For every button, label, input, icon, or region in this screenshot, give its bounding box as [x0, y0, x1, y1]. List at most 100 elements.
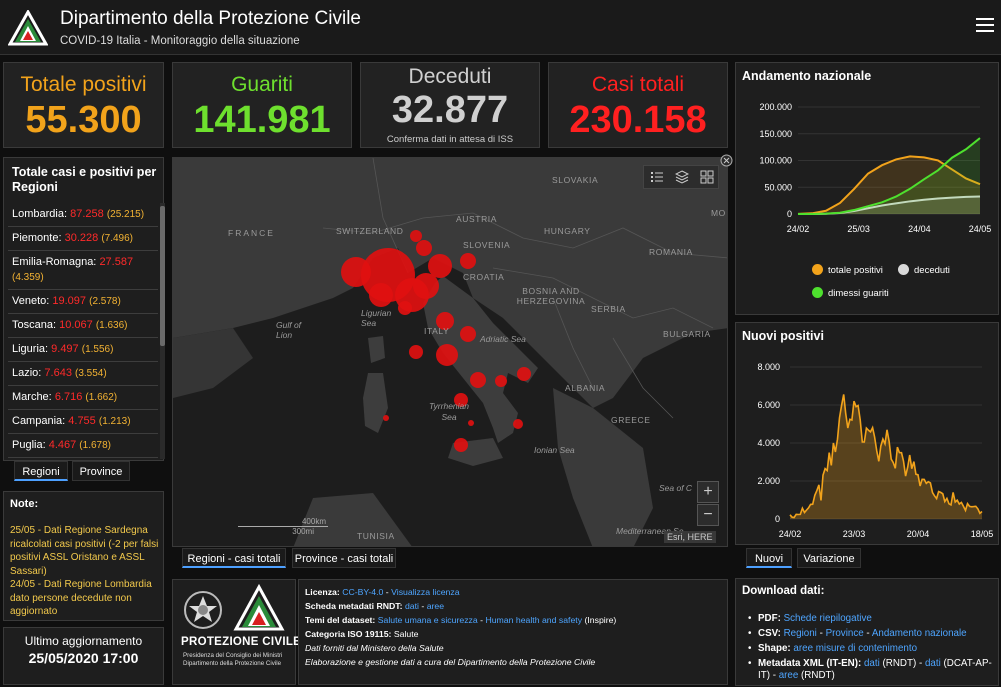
iso-line: Categoria ISO 19115: Salute	[305, 629, 419, 639]
case-bubble[interactable]	[454, 393, 468, 407]
csv-regioni-link[interactable]: Regioni	[783, 628, 817, 639]
andamento-nazionale-title: Andamento nazionale	[742, 69, 872, 83]
meta-suffix-3: (RNDT)	[801, 670, 835, 681]
temi-suffix: (Inspire)	[584, 615, 617, 625]
case-bubble[interactable]	[513, 419, 523, 429]
region-row[interactable]: Veneto: 19.097 (2.578)	[8, 290, 158, 314]
region-list-scroll-thumb[interactable]	[160, 206, 165, 346]
region-positivi: (1.213)	[98, 416, 131, 427]
meta-aree-link[interactable]: aree	[778, 670, 799, 681]
series-line[interactable]	[797, 137, 981, 215]
case-bubble[interactable]	[470, 372, 486, 388]
region-row[interactable]: Campania: 4.755 (1.213)	[8, 410, 158, 434]
tab-province-casi-totali[interactable]: Province - casi totali	[292, 548, 396, 568]
region-total: 87.258	[70, 208, 104, 220]
case-bubble[interactable]	[460, 253, 476, 269]
legend-deceduti[interactable]: deceduti	[898, 264, 950, 276]
region-total: 7.643	[44, 367, 72, 379]
csv-andamento-link[interactable]: Andamento nazionale	[871, 628, 967, 639]
case-bubble[interactable]	[341, 257, 371, 287]
last-update-panel: Ultimo aggiornamento 25/05/2020 17:00	[3, 627, 164, 685]
case-bubble[interactable]	[410, 230, 422, 242]
layers-icon[interactable]	[675, 170, 689, 184]
case-bubble[interactable]	[468, 420, 474, 426]
legend-list-icon[interactable]	[650, 170, 664, 184]
zoom-in-button[interactable]: +	[697, 481, 719, 503]
case-bubble[interactable]	[369, 283, 393, 307]
case-bubble[interactable]	[413, 273, 439, 299]
legend-totale-positivi[interactable]: totale positivi	[812, 264, 883, 276]
map-scalebar: 400km 300mi	[238, 517, 328, 536]
case-bubble[interactable]	[383, 415, 389, 421]
visualizza-licenza-link[interactable]: Visualizza licenza	[391, 587, 460, 597]
basemap-gallery-icon[interactable]	[700, 170, 714, 184]
case-bubble[interactable]	[454, 438, 468, 452]
scheda-dati-link[interactable]: dati	[404, 601, 419, 611]
tab-province[interactable]: Province	[72, 461, 130, 481]
region-row[interactable]: Lombardia: 87.258 (25.215)	[8, 203, 158, 227]
case-bubble[interactable]	[416, 240, 432, 256]
case-bubble[interactable]	[398, 301, 412, 315]
licenza-line: Licenza: CC-BY-4.0 - Visualizza licenza	[305, 587, 460, 597]
case-bubble[interactable]	[460, 326, 476, 342]
temi-link-it[interactable]: Salute umana e sicurezza	[377, 615, 478, 625]
nuovi-positivi-chart[interactable]: 0 2.000 4.000 6.000 8.000 24/02 23/03 20/04 18/0…	[736, 323, 1000, 546]
tab-regioni-casi-totali[interactable]: Regioni - casi totali	[182, 548, 286, 568]
andamento-nazionale-chart[interactable]: 0 50.000 100.000 150.000 200.000 24/02 25/03 24…	[736, 63, 1000, 316]
case-bubble[interactable]	[436, 312, 454, 330]
scheda-label: Scheda metadati RNDT:	[305, 601, 403, 611]
tab-regioni[interactable]: Regioni	[14, 461, 68, 481]
map-view[interactable]: FRANCE SWITZERLAND AUSTRIA SLOVAKIA HUNG…	[172, 157, 728, 547]
region-row[interactable]: Piemonte: 30.228 (7.496)	[8, 227, 158, 251]
case-bubble[interactable]	[517, 367, 531, 381]
region-row[interactable]: Puglia: 4.467 (1.678)	[8, 434, 158, 458]
meta-dati-dcat-link[interactable]: dati	[924, 658, 941, 669]
andamento-nazionale-panel: Andamento nazionale 0 50.000 100.000 150.00…	[735, 62, 999, 315]
protezione-civile-emblem-icon	[233, 584, 285, 631]
legend-dimessi-guariti[interactable]: dimessi guariti	[812, 287, 889, 299]
region-positivi: (1.636)	[95, 320, 128, 331]
region-row[interactable]: Liguria: 9.497 (1.556)	[8, 338, 158, 362]
shape-link[interactable]: aree misure di contenimento	[793, 643, 918, 654]
case-bubble[interactable]	[436, 344, 458, 366]
csv-province-link[interactable]: Province	[825, 628, 864, 639]
y-tick-label: 2.000	[757, 476, 780, 486]
shape-label: Shape:	[758, 643, 791, 654]
deceduti-label: Deceduti	[408, 65, 492, 88]
hamburger-menu-icon[interactable]	[976, 18, 994, 34]
licenza-link[interactable]: CC-BY-4.0	[342, 587, 384, 597]
region-row[interactable]: Marche: 6.716 (1.662)	[8, 386, 158, 410]
nuovi-positivi-title: Nuovi positivi	[742, 329, 824, 343]
case-bubble[interactable]	[495, 375, 507, 387]
temi-link-en[interactable]: Human health and safety	[485, 615, 583, 625]
download-csv-line: • CSV: Regioni - Province - Andamento na…	[748, 628, 967, 639]
zoom-out-button[interactable]: −	[697, 504, 719, 526]
download-metadata-line: • Metadata XML (IT-EN): dati (RNDT) - da…	[748, 658, 994, 682]
totale-positivi-value: 55.300	[25, 99, 142, 141]
series-line[interactable]	[797, 155, 981, 215]
map-attribution[interactable]: Esri, HERE	[664, 531, 716, 543]
case-bubble[interactable]	[428, 254, 452, 278]
logos-panel: PROTEZIONE CIVILE Presidenza del Consigl…	[172, 579, 301, 685]
map-label-bulgaria: BULGARIA	[663, 329, 711, 339]
pdf-link[interactable]: Schede riepilogative	[783, 613, 872, 624]
expand-icon[interactable]	[720, 154, 733, 167]
tab-nuovi[interactable]: Nuovi	[746, 548, 792, 568]
map-label-austria: AUSTRIA	[456, 214, 498, 224]
scheda-aree-link[interactable]: aree	[426, 601, 445, 611]
y-tick-label: 50.000	[764, 182, 792, 192]
bullet-icon: •	[748, 628, 752, 639]
region-row[interactable]: Toscana: 10.067 (1.636)	[8, 314, 158, 338]
region-row[interactable]: Lazio: 7.643 (3.554)	[8, 362, 158, 386]
map-label-albania: ALBANIA	[565, 383, 606, 393]
case-bubble[interactable]	[409, 345, 423, 359]
region-positivi: (1.662)	[85, 392, 118, 403]
note-panel: Note: 25/05 - Dati Regione Sardegna rica…	[3, 491, 164, 621]
nuovi-positivi-line[interactable]	[789, 394, 983, 519]
tab-variazione[interactable]: Variazione	[797, 548, 861, 568]
region-total: 27.587	[99, 256, 134, 268]
region-row[interactable]: Emilia-Romagna: 27.587 (4.359)	[8, 251, 158, 290]
guariti-tile: Guariti 141.981	[172, 62, 352, 148]
meta-dati-rndt-link[interactable]: dati	[863, 658, 880, 669]
region-list[interactable]: Lombardia: 87.258 (25.215) Piemonte: 30.2…	[8, 203, 158, 459]
